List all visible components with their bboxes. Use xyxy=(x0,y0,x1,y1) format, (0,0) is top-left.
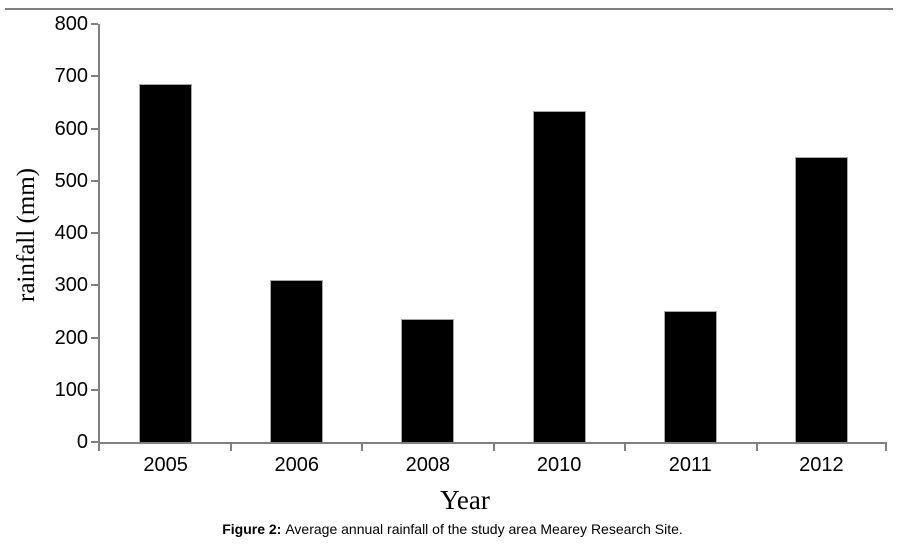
y-tick-mark xyxy=(91,388,98,391)
y-tick-label: 500 xyxy=(54,169,88,192)
y-tick-label: 800 xyxy=(54,13,88,35)
y-tick-mark xyxy=(91,75,98,78)
y-tick-mark xyxy=(91,179,98,182)
y-tick-label: 600 xyxy=(54,117,88,140)
bar-2008 xyxy=(401,319,455,442)
figure-caption: Figure 2: Average annual rainfall of the … xyxy=(0,521,905,537)
x-axis-title: Year xyxy=(440,485,490,515)
y-axis-title: rainfall (mm) xyxy=(13,168,40,302)
x-tick-label: 2006 xyxy=(274,454,320,476)
x-tick-mark xyxy=(492,442,495,451)
plot-area xyxy=(98,24,887,444)
x-tick-label: 2011 xyxy=(668,454,712,476)
bar-2006 xyxy=(270,280,324,442)
y-tick-label: 300 xyxy=(54,274,88,297)
y-tick-mark xyxy=(91,284,98,287)
x-tick-mark xyxy=(624,442,626,451)
x-tick-mark xyxy=(885,442,887,451)
bar-2012 xyxy=(794,157,848,442)
y-tick-mark xyxy=(91,23,98,25)
x-tick-mark xyxy=(98,442,100,451)
bar-2005 xyxy=(139,84,193,442)
y-tick-mark xyxy=(91,441,98,443)
y-tick-mark xyxy=(91,127,98,130)
x-tick-mark xyxy=(755,442,758,451)
x-tick-label: 2012 xyxy=(799,454,844,476)
y-tick-label: 400 xyxy=(54,222,88,244)
bar-2010 xyxy=(532,111,586,442)
x-tick-mark xyxy=(229,442,232,451)
y-tick-label: 0 xyxy=(76,431,88,453)
x-tick-label: 2005 xyxy=(143,454,188,476)
top-border-rule xyxy=(5,8,893,10)
bar-2011 xyxy=(663,311,717,442)
figure-caption-label: Figure 2: xyxy=(222,521,282,537)
y-tick-label: 200 xyxy=(54,326,88,349)
y-tick-mark xyxy=(91,232,98,234)
x-tick-mark xyxy=(361,442,363,451)
y-tick-mark xyxy=(91,336,98,339)
x-tick-label: 2010 xyxy=(536,454,582,476)
figure-caption-text: Average annual rainfall of the study are… xyxy=(285,521,683,537)
x-tick-label: 2008 xyxy=(405,454,451,476)
y-tick-label: 700 xyxy=(54,65,88,88)
y-tick-label: 100 xyxy=(54,378,88,401)
